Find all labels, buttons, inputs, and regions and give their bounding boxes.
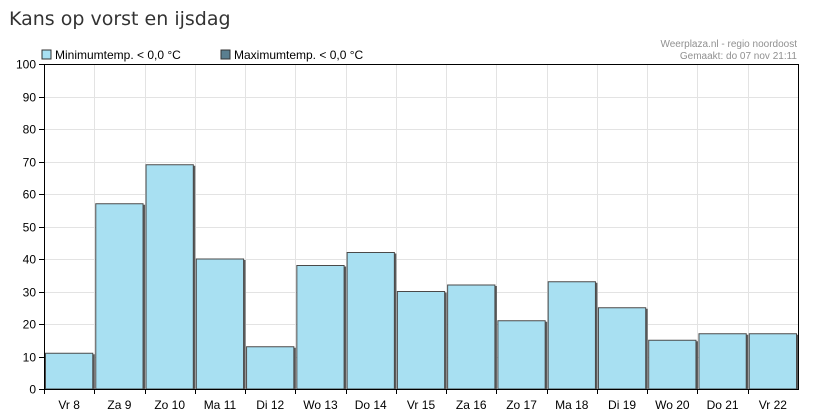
legend-swatch-max	[220, 49, 231, 60]
bar-do-21	[698, 333, 747, 390]
x-tick-label: Ma 11	[204, 398, 237, 412]
y-tick-label: 10	[23, 351, 37, 365]
legend-label-min: Minimumtemp. < 0,0 °C	[55, 48, 181, 62]
x-tick-label: Vr 22	[759, 398, 788, 412]
x-tick-label: Di 19	[608, 398, 636, 412]
bars	[45, 164, 799, 390]
bar-za-9	[95, 203, 144, 390]
y-tick-label: 90	[23, 91, 37, 105]
x-tick-label: Zo 10	[154, 398, 185, 412]
bar-ma-18	[547, 281, 596, 390]
bar-vr-22	[748, 333, 798, 390]
x-tick-label: Wo 13	[303, 398, 338, 412]
bar-zo-17	[497, 320, 546, 390]
bar-wo-20	[648, 339, 697, 390]
y-tick-label: 80	[23, 123, 37, 137]
bar-za-16	[447, 284, 496, 390]
y-tick-label: 60	[23, 188, 37, 202]
plot-frame	[44, 64, 799, 390]
x-tick-label: Wo 20	[655, 398, 690, 412]
legend-label-max: Maximumtemp. < 0,0 °C	[234, 48, 364, 62]
bar-di-19	[597, 307, 647, 390]
bar-wo-13	[296, 265, 345, 390]
bar-di-12	[246, 346, 295, 390]
x-tick-label: Zo 17	[506, 398, 537, 412]
bar-vr-8	[45, 352, 94, 390]
x-tick-label: Do 21	[707, 398, 739, 412]
y-tick-label: 20	[23, 318, 37, 332]
y-tick-label: 70	[23, 156, 37, 170]
legend-swatch-min	[41, 49, 52, 60]
bar-vr-15	[396, 291, 446, 390]
legend: Minimumtemp. < 0,0 °C Maximumtemp. < 0,0…	[41, 48, 364, 62]
created-timestamp: Gemaakt: do 07 nov 21:11	[680, 51, 798, 62]
axes: 0 10 20 30 40 50 60 70 80 90 100 Vr 8 Za 9 Zo 10 Ma 11…	[16, 58, 799, 412]
x-tick-label: Do 14	[355, 398, 387, 412]
x-tick-label: Vr 15	[407, 398, 436, 412]
y-tick-label: 30	[23, 286, 37, 300]
page-title: Kans op vorst en ijsdag	[9, 8, 231, 30]
y-tick-label: 40	[23, 253, 37, 267]
x-tick-label: Za 9	[107, 398, 131, 412]
bar-zo-10	[145, 164, 194, 390]
x-tick-label: Vr 8	[58, 398, 80, 412]
bar-do-14	[346, 252, 395, 390]
x-tick-label: Za 16	[456, 398, 487, 412]
y-tick-label: 50	[23, 221, 37, 235]
x-tick-label: Ma 18	[555, 398, 589, 412]
bar-ma-11	[195, 258, 245, 390]
y-tick-label: 100	[16, 58, 36, 72]
x-tick-label: Di 12	[256, 398, 284, 412]
y-tick-label: 0	[29, 383, 36, 397]
source-credit: Weerplaza.nl - regio noordoost	[660, 39, 797, 50]
